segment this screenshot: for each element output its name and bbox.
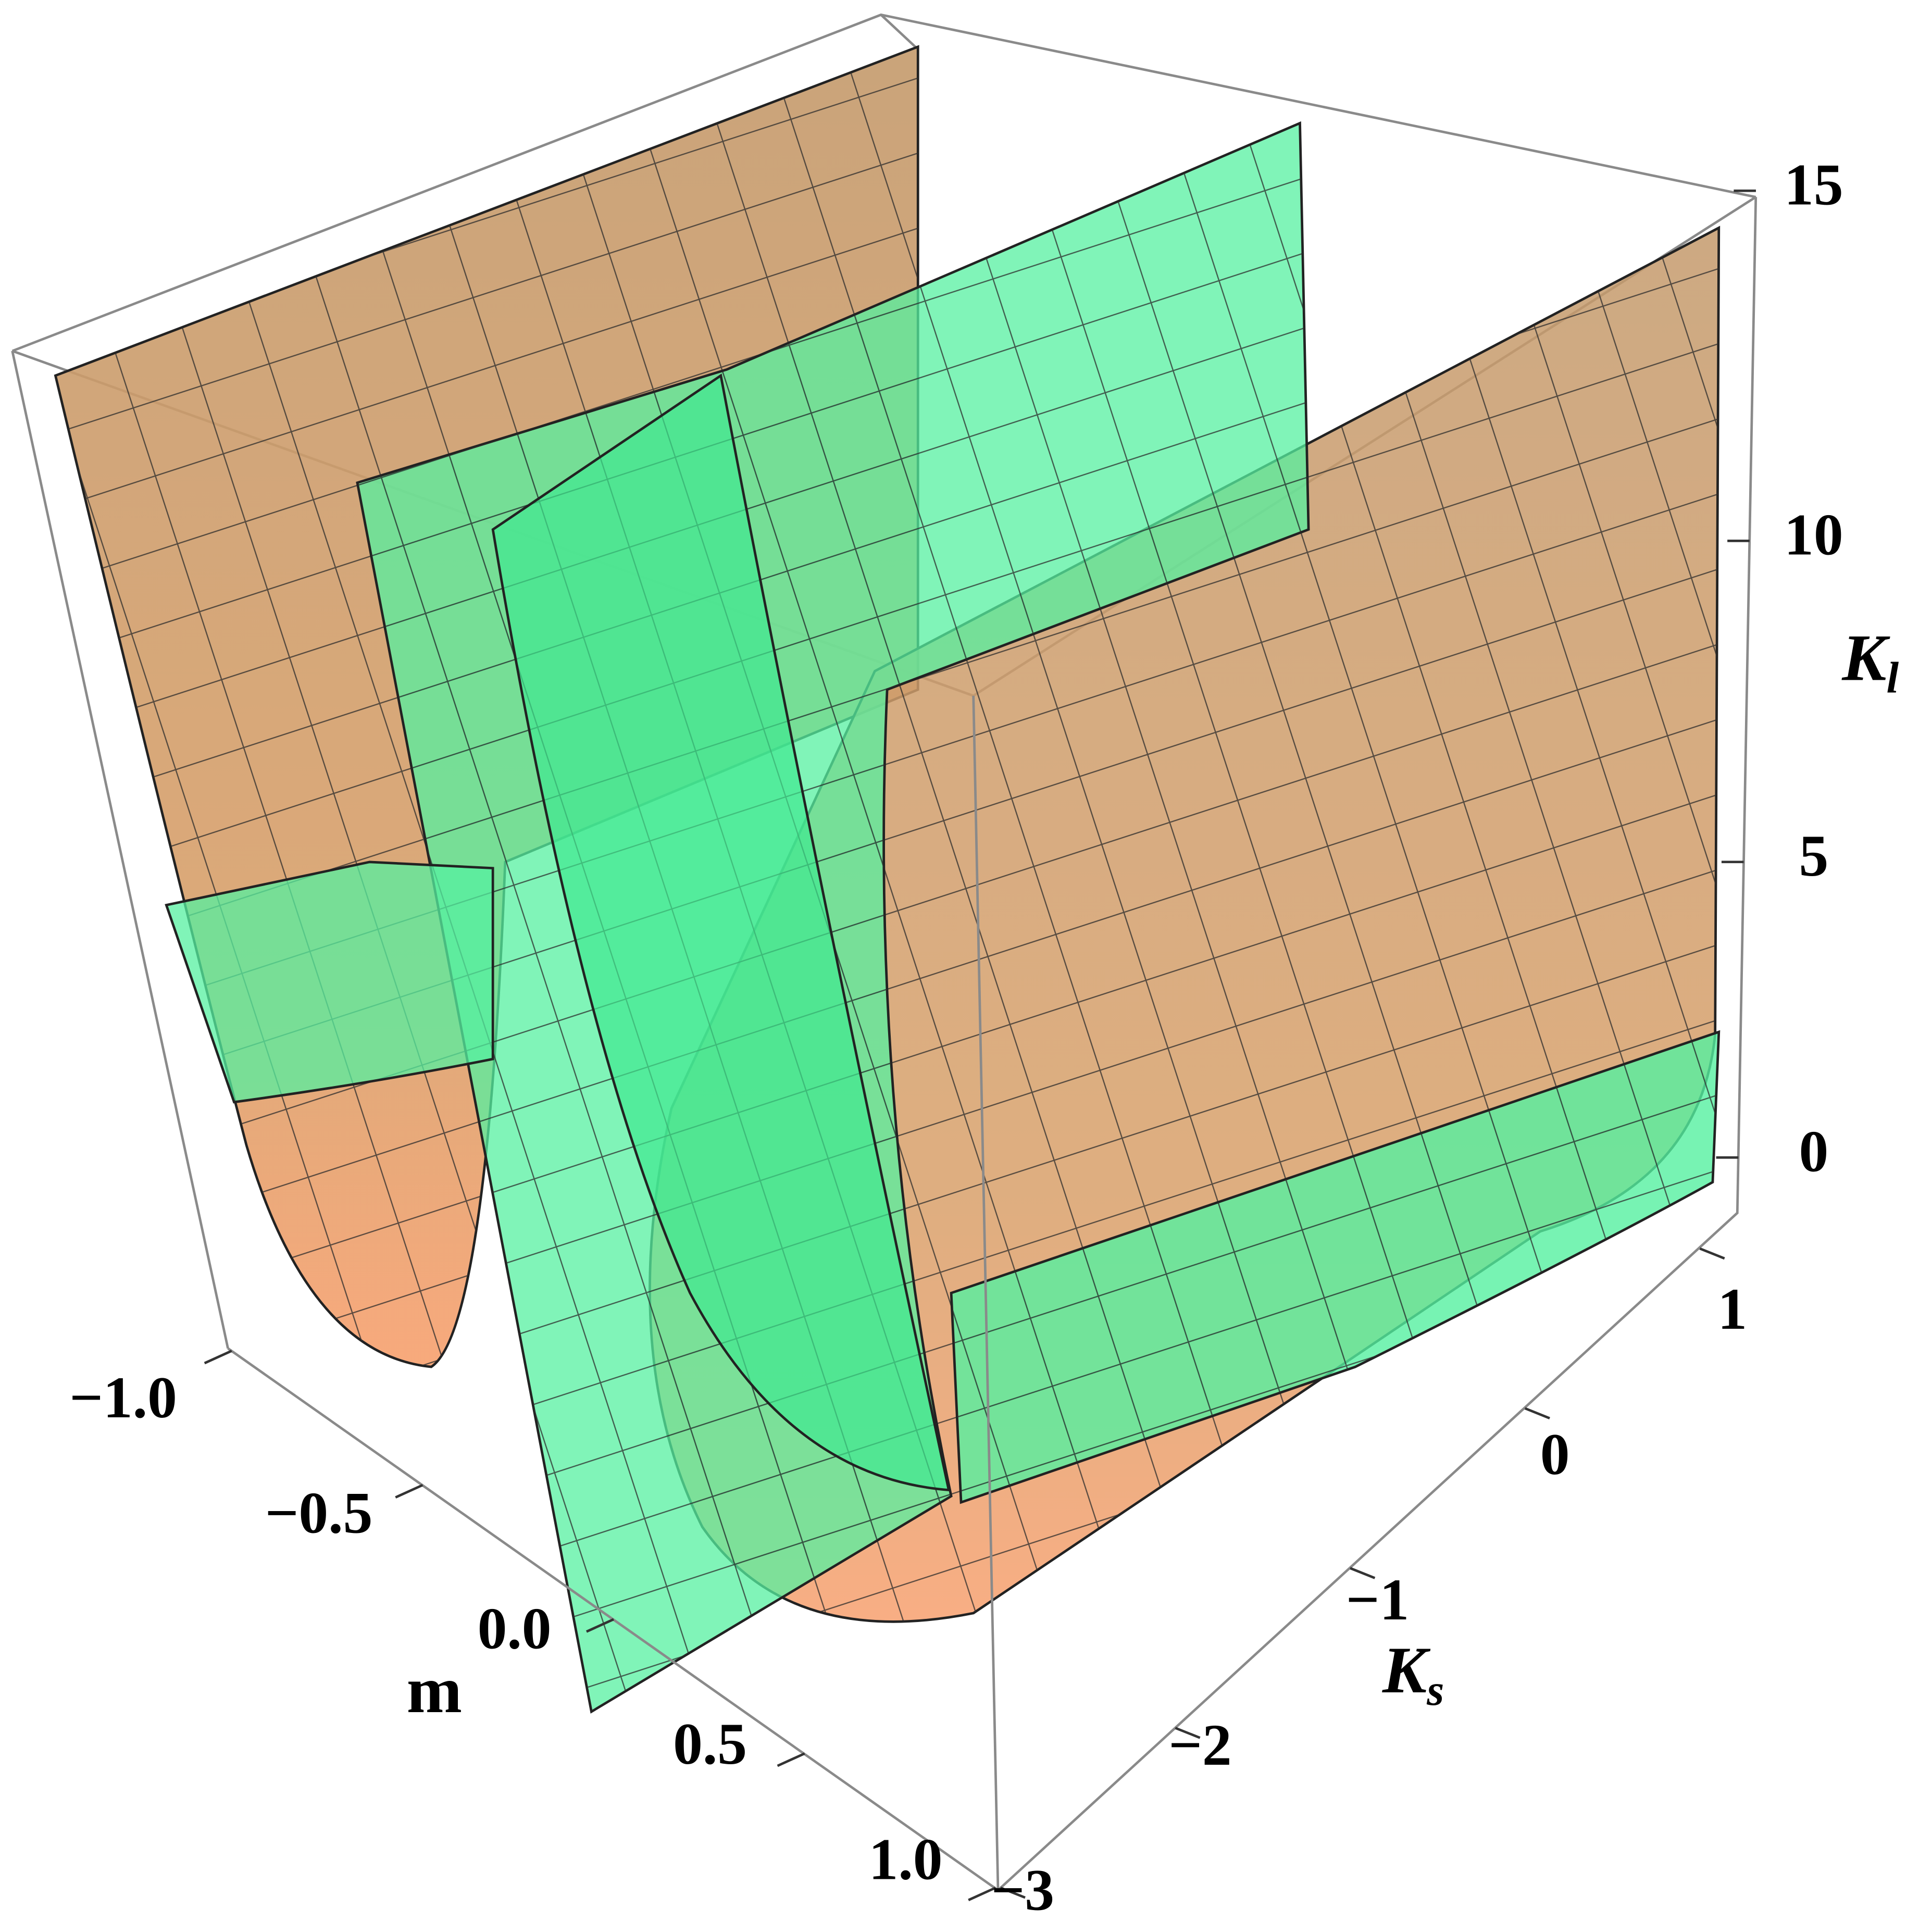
y-tick-label: −1 [1346,1567,1409,1632]
y-tick-label: 0 [1540,1421,1570,1487]
x-tick [204,1350,232,1365]
z-axis-label: Kl [1841,621,1899,702]
x-tick-label: 0.0 [478,1595,552,1661]
y-tick-label: 1 [1717,1276,1747,1342]
x-tick [777,1752,805,1767]
x-tick-label: 0.5 [673,1711,747,1777]
x-axis-label: m [407,1653,462,1727]
surface-grid [951,1032,1719,1503]
z-axis-label-main: K [1841,621,1890,695]
surface-green [491,373,951,1492]
y-axis-label-sub: s [1426,1666,1444,1715]
surfaces [54,45,1721,1714]
x-tick-label: 1.0 [869,1827,943,1892]
box-edge [880,14,919,51]
z-tick-label: 10 [1784,502,1843,567]
x-tick [395,1483,423,1499]
y-axis-label: Ks [1382,1633,1444,1714]
x-tick-label: −1.0 [69,1365,177,1430]
y-tick [1524,1407,1550,1419]
z-axis-label-sub: l [1887,653,1899,702]
y-tick [1350,1567,1376,1579]
z-tick-label: 5 [1799,823,1829,889]
y-tick [1000,1886,1026,1899]
x-tick-label: −0.5 [265,1480,373,1546]
y-tick-label: −3 [991,1857,1054,1921]
y-tick-label: −2 [1168,1712,1231,1778]
box-edge [11,351,229,1349]
y-tick [1175,1727,1201,1739]
x-tick [968,1887,996,1901]
surface-green [165,860,494,1104]
z-tick-label: 15 [1784,152,1843,217]
x-tick [585,1618,614,1633]
y-tick [1699,1247,1725,1260]
y-axis-label-main: K [1382,1633,1431,1707]
z-tick-label: 0 [1799,1118,1829,1184]
box-edge [972,695,1000,1890]
